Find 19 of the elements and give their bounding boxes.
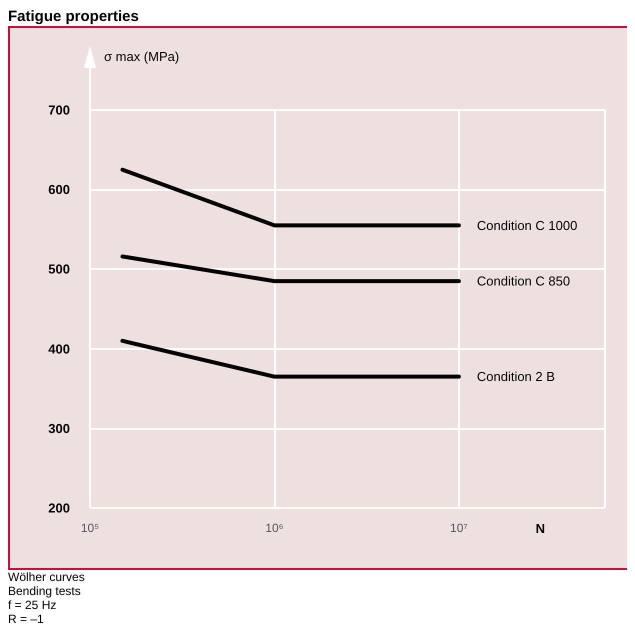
y-tick-label: 300 <box>48 420 70 436</box>
x-tick-label: 10⁷ <box>450 521 468 535</box>
text: Bending tests <box>8 584 82 598</box>
series-label: Condition C 850 <box>476 274 570 289</box>
y-tick-label: 600 <box>48 182 70 198</box>
text: R = –1 <box>8 612 45 626</box>
x-axis-title: N <box>536 521 545 536</box>
y-tick-label: 700 <box>48 102 70 118</box>
y-tick-label: 500 <box>48 262 70 277</box>
x-tick-label: 10⁵ <box>80 521 100 535</box>
chart-title: Fatigue properties <box>8 8 140 26</box>
x-tick-label: 10⁶ <box>265 521 284 535</box>
y-tick-label: 400 <box>48 341 70 356</box>
text: f = 25 Hz <box>8 598 58 612</box>
series-label: Condition 2 B <box>476 369 555 384</box>
text: Wölher curves <box>8 570 86 584</box>
series-label: Condition C 1000 <box>476 218 578 233</box>
y-tick-label: 200 <box>48 500 70 516</box>
y-axis-title: σ max (MPa) <box>104 49 180 64</box>
